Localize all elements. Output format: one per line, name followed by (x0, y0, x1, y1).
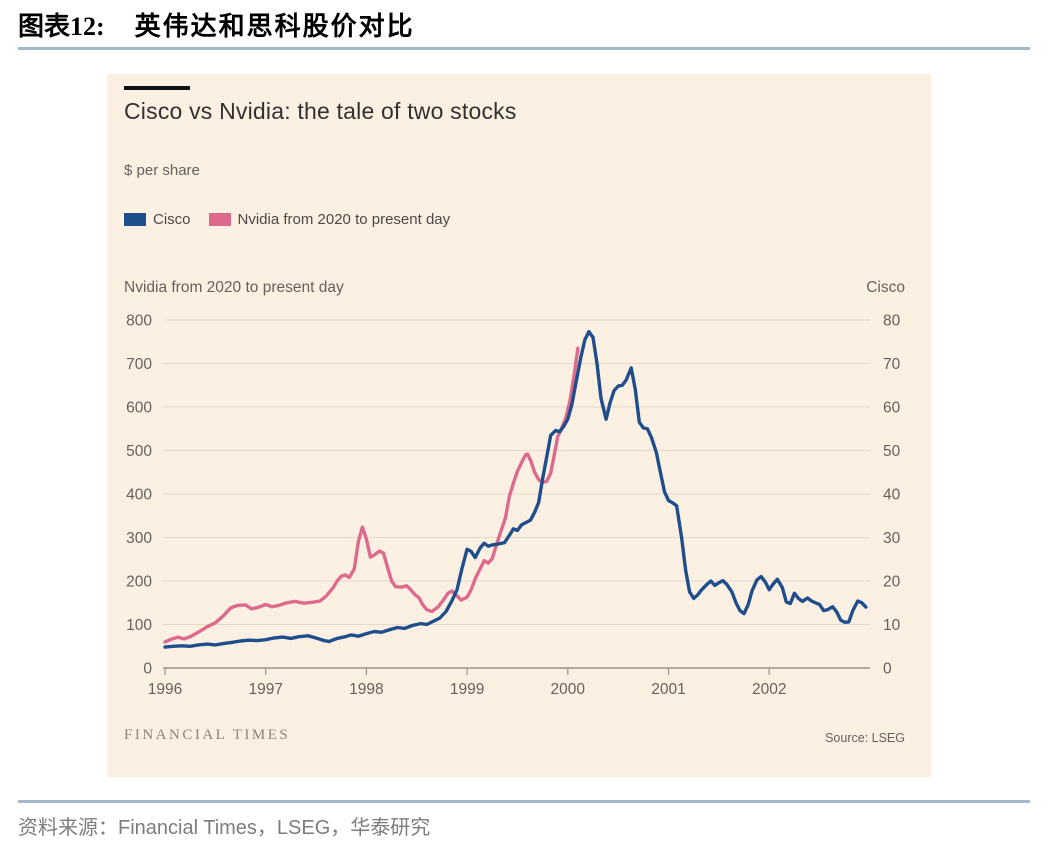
chart-legend: Cisco Nvidia from 2020 to present day (124, 211, 468, 228)
chart-canvas: 0 0 100 10 200 20 300 30 400 40 500 50 600 60 700 70 800… (107, 74, 931, 777)
left-axis-tick-label: 100 (126, 617, 152, 634)
left-axis-tick-label: 500 (126, 443, 152, 460)
line-chart-svg: 0 0 100 10 200 20 300 30 400 40 500 50 600 60 700 70 800… (126, 313, 901, 699)
x-axis-tick-label: 2000 (551, 681, 586, 698)
right-axis-tick-label: 0 (883, 661, 892, 678)
figure-heading: 图表12: 英伟达和思科股价对比 (18, 6, 415, 43)
left-axis-tick-label: 300 (126, 530, 152, 547)
legend-item-cisco: Cisco (124, 211, 191, 228)
left-axis-tick-label: 700 (126, 356, 152, 373)
right-axis-title: Cisco (866, 279, 905, 296)
figure-title: 英伟达和思科股价对比 (134, 12, 415, 41)
x-axis-tick-label: 1996 (148, 681, 182, 698)
right-axis-tick-label: 10 (883, 617, 901, 634)
cisco-line (163, 330, 868, 649)
bottom-divider (18, 800, 1030, 803)
left-axis-tick-label: 200 (126, 574, 152, 591)
top-divider (18, 47, 1030, 50)
x-axis-tick-label: 2001 (651, 681, 685, 698)
ft-chart-panel: Cisco vs Nvidia: the tale of two stocks … (107, 74, 931, 777)
left-axis-title: Nvidia from 2020 to present day (124, 279, 344, 296)
x-axis-tick-label: 1997 (248, 681, 282, 698)
right-axis-tick-label: 60 (883, 400, 901, 417)
left-axis-tick-label: 0 (143, 661, 152, 678)
chart-unit-label: $ per share (124, 162, 200, 179)
nvidia-legend-swatch (208, 213, 231, 226)
chart-title: Cisco vs Nvidia: the tale of two stocks (124, 98, 517, 124)
cisco-legend-swatch (124, 213, 146, 226)
left-axis-tick-label: 400 (126, 487, 152, 504)
figure-label: 图表12: (18, 12, 105, 41)
right-axis-tick-label: 20 (883, 574, 901, 591)
x-axis-tick-label: 1999 (450, 681, 484, 698)
nvidia-line (163, 346, 580, 644)
source-caption: 资料来源：Financial Times，LSEG，华泰研究 (18, 817, 431, 839)
nvidia-legend-label: Nvidia from 2020 to present day (237, 211, 451, 228)
right-axis-tick-label: 80 (883, 313, 901, 330)
right-axis-tick-label: 40 (883, 487, 901, 504)
ft-accent-bar (124, 86, 190, 90)
right-axis-tick-label: 70 (883, 356, 901, 373)
chart-source: Source: LSEG (825, 731, 905, 745)
right-axis-tick-label: 50 (883, 443, 901, 460)
left-axis-tick-label: 800 (126, 313, 152, 330)
x-axis-tick-label: 1998 (349, 681, 383, 698)
left-axis-tick-label: 600 (126, 400, 152, 417)
legend-item-nvidia: Nvidia from 2020 to present day (208, 211, 451, 228)
x-axis-tick-label: 2002 (752, 681, 786, 698)
cisco-legend-label: Cisco (153, 211, 191, 228)
right-axis-tick-label: 30 (883, 530, 901, 547)
ft-wordmark: FINANCIAL TIMES (124, 727, 291, 743)
